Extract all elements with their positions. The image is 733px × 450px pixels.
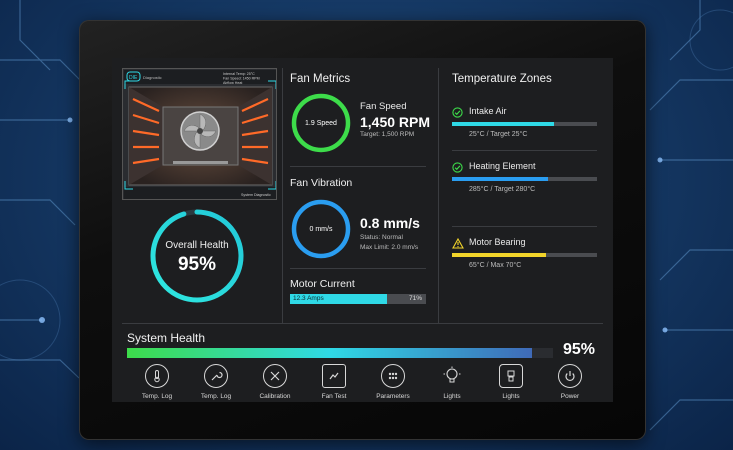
fan-speed-ring	[291, 93, 351, 153]
nav-parameters[interactable]: Parameters	[367, 364, 419, 400]
camera-logo: DIE	[129, 75, 138, 81]
zone-motor-bearing	[452, 236, 464, 254]
nav-label: Lights	[502, 393, 520, 400]
nav-label: Lights	[443, 393, 461, 400]
motor-current-percent: 71%	[408, 295, 422, 302]
zone-bar-fill	[452, 253, 547, 257]
zone-bar-fill	[452, 177, 548, 181]
motor-current-amps: 12.3 Amps	[293, 295, 324, 302]
camera-readout-3: Airflow Heat	[223, 81, 242, 85]
zone-bar	[452, 253, 597, 257]
nav-label: Parameters	[376, 393, 410, 400]
lamp-icon	[499, 364, 523, 388]
nav-label: Temp. Log	[200, 393, 232, 400]
zone-name: Motor Bearing	[469, 237, 526, 247]
overall-health-label: Overall Health	[165, 240, 229, 251]
zone-detail: 25°C / Target 25°C	[469, 131, 528, 138]
fan-vibration-value: 0.8 mm/s	[360, 215, 420, 231]
nav-fan-test[interactable]: Fan Test	[308, 364, 360, 400]
nav-lights[interactable]: Lights	[426, 364, 478, 400]
nav-label: Temp. Log	[141, 393, 173, 400]
nav-power[interactable]: Power	[544, 364, 596, 400]
camera-readout-2: Fan Speed: 1450 RPM	[223, 77, 260, 81]
power-icon	[558, 364, 582, 388]
parameters-icon	[381, 364, 405, 388]
motor-current-bar: 12.3 Amps 71%	[290, 294, 426, 304]
fan-speed-label: Fan Speed	[360, 101, 407, 112]
fan-metrics-title: Fan Metrics	[290, 73, 351, 85]
camera-readout-1: Internal Temp: 25°C	[223, 72, 255, 76]
nav-calibration[interactable]: Calibration	[249, 364, 301, 400]
zone-name: Heating Element	[469, 161, 536, 171]
fan-test-icon	[322, 364, 346, 388]
motor-current-bar-fill	[290, 294, 387, 304]
column-divider	[282, 68, 283, 323]
fan-speed-target: Target: 1,500 RPM	[360, 131, 415, 138]
oven-camera-view: DIE Diagnostic Internal Temp: 25°C Fan S…	[122, 68, 277, 200]
system-health-bar	[127, 348, 553, 358]
overall-health-ring	[150, 209, 244, 303]
system-health-value: 95%	[563, 341, 596, 358]
section-divider	[452, 150, 597, 151]
section-divider	[290, 166, 426, 167]
nav-label: Power	[560, 393, 580, 400]
section-divider	[290, 268, 426, 269]
fan-vibration-ring	[291, 199, 351, 259]
section-divider	[122, 323, 603, 324]
camera-footer: System Diagnostic	[241, 193, 271, 197]
zone-detail: 65°C / Max 70°C	[469, 262, 522, 269]
camera-subtitle: Diagnostic	[143, 75, 162, 80]
oven-interior-image: DIE Diagnostic Internal Temp: 25°C Fan S…	[124, 70, 276, 199]
zone-bar-fill	[452, 122, 554, 126]
warning-triangle-icon	[452, 237, 464, 249]
system-health-title: System Health	[127, 331, 206, 345]
nav-label: Calibration	[259, 393, 291, 400]
nav-temp-log-2[interactable]: Temp. Log	[190, 364, 242, 400]
nav-label: Fan Test	[321, 393, 347, 400]
overall-health-value: 95%	[177, 254, 217, 275]
zone-intake-air	[452, 105, 463, 123]
nav-temp-log[interactable]: Temp. Log	[131, 364, 183, 400]
motor-current-title: Motor Current	[290, 278, 355, 290]
fan-speed-ring-label: 1.9 Speed	[305, 120, 337, 127]
zone-bar	[452, 177, 597, 181]
section-divider	[452, 226, 597, 227]
dashboard-screen: DIE Diagnostic Internal Temp: 25°C Fan S…	[112, 58, 613, 402]
nav-lights-2[interactable]: Lights	[485, 364, 537, 400]
overall-health-arc	[150, 209, 244, 303]
lightbulb-icon	[440, 364, 464, 388]
check-circle-icon	[452, 162, 463, 173]
temperature-zones-title: Temperature Zones	[452, 73, 552, 85]
fan-speed-value: 1,450 RPM	[360, 114, 431, 130]
zone-name: Intake Air	[469, 106, 507, 116]
tools-icon	[263, 364, 287, 388]
fan-vibration-ring-label: 0 mm/s	[309, 226, 333, 233]
thermometer-icon	[145, 364, 169, 388]
wrench-icon	[204, 364, 228, 388]
column-divider	[438, 68, 439, 323]
fan-vibration-status: Status: Normal	[360, 234, 403, 241]
zone-heating-element	[452, 160, 463, 178]
zone-bar	[452, 122, 597, 126]
check-circle-icon	[452, 107, 463, 118]
fan-vibration-max-limit: Max Limit: 2.0 mm/s	[360, 244, 419, 251]
fan-vibration-title: Fan Vibration	[290, 177, 353, 189]
system-health-bar-fill	[127, 348, 532, 358]
zone-detail: 285°C / Target 280°C	[469, 186, 536, 193]
